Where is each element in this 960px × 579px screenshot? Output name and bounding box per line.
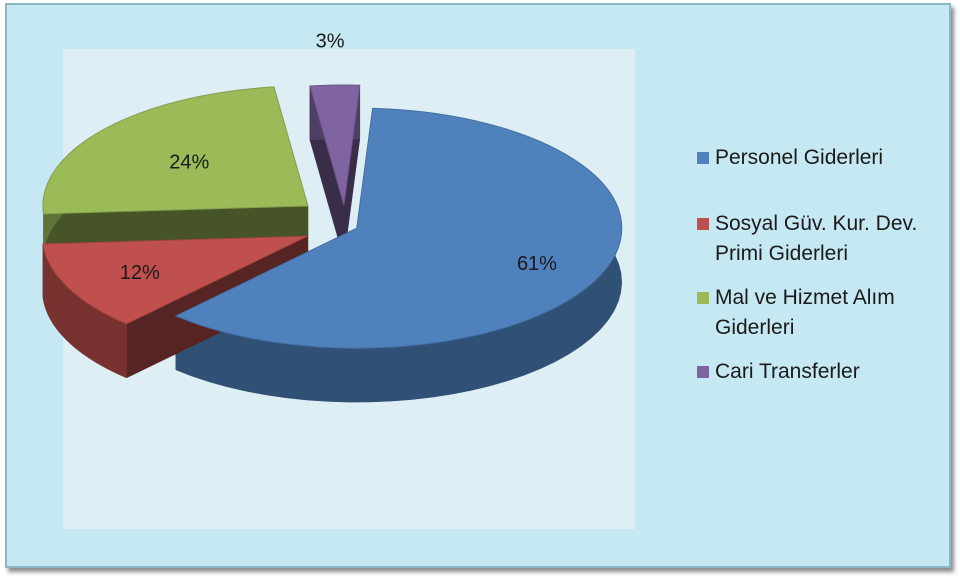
legend-label: Personel Giderleri — [715, 146, 884, 169]
legend-item-sosyal: Sosyal Güv. Kur. Dev. Primi Giderleri — [697, 209, 960, 269]
legend-swatch — [697, 292, 709, 304]
legend-swatch — [697, 366, 709, 378]
pie-labels: 61% 12% 24% 3% — [120, 30, 557, 284]
data-label-3: 3% — [316, 30, 345, 52]
pie-tops — [42, 84, 623, 349]
data-label-2: 24% — [169, 152, 209, 174]
chart-frame: 61% 12% 24% 3% Personel Giderleri Sosyal Gü… — [5, 3, 951, 568]
slice-top-2 — [42, 86, 309, 215]
data-label-0: 61% — [517, 253, 557, 275]
legend-item-cari: Cari Transferler — [697, 357, 960, 387]
legend-swatch — [697, 152, 709, 164]
legend: Personel Giderleri Sosyal Güv. Kur. Dev.… — [697, 143, 960, 387]
slice-top-1 — [42, 235, 308, 325]
legend-label: Sosyal Güv. Kur. Dev. — [715, 212, 918, 235]
legend-item-personel: Personel Giderleri — [697, 143, 960, 173]
pie-chart: 61% 12% 24% 3% — [42, 30, 623, 403]
legend-label: Cari Transferler — [715, 360, 860, 383]
legend-swatch — [697, 218, 709, 230]
legend-label: Primi Giderleri — [715, 242, 849, 265]
slice-top-0 — [174, 107, 623, 349]
legend-label: Giderleri — [715, 316, 795, 339]
data-label-1: 12% — [120, 262, 160, 284]
slice-top-3 — [309, 84, 361, 206]
legend-item-mal-hizmet: Mal ve Hizmet Alım Giderleri — [697, 283, 960, 343]
legend-label: Mal ve Hizmet Alım — [715, 286, 895, 309]
